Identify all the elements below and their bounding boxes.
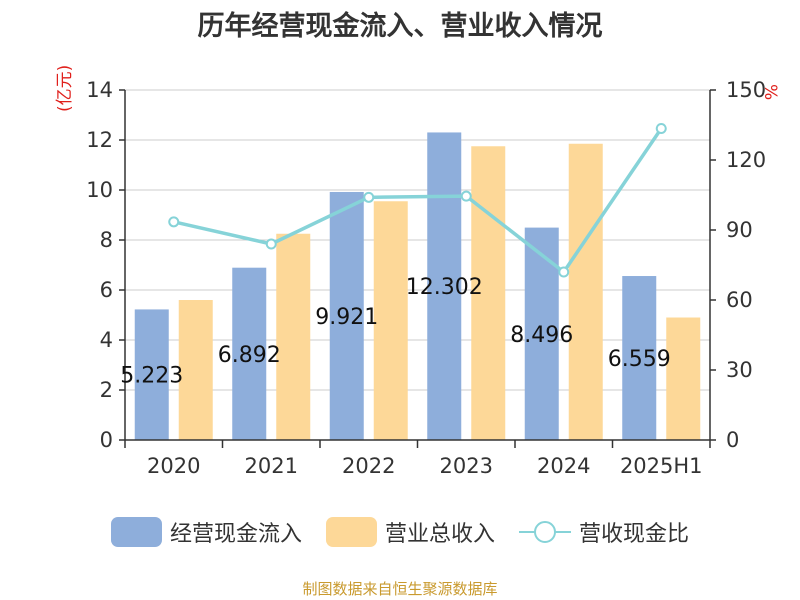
ratio-line bbox=[168, 123, 667, 278]
legend: 经营现金流入 营业总收入 营收现金比 bbox=[0, 516, 800, 548]
left-tick-label: 10 bbox=[86, 178, 113, 202]
revenue-bar bbox=[178, 300, 213, 440]
cash-inflow-value-label: 5.223 bbox=[120, 364, 183, 389]
ratio-point bbox=[168, 216, 180, 228]
right-tick-label: 90 bbox=[726, 218, 753, 242]
left-tick-label: 12 bbox=[86, 128, 113, 152]
gridlines bbox=[125, 89, 710, 391]
legend-item-cash-inflow[interactable]: 经营现金流入 bbox=[110, 516, 302, 548]
ratio-point bbox=[558, 266, 570, 278]
x-tick-label: 2020 bbox=[147, 454, 200, 478]
x-tick-label: 2021 bbox=[245, 454, 298, 478]
legend-item-ratio[interactable]: 营收现金比 bbox=[519, 516, 689, 548]
cash-inflow-bar bbox=[232, 267, 267, 440]
cash-inflow-bar bbox=[329, 191, 364, 440]
cash-inflow-value-label: 9.921 bbox=[315, 305, 378, 330]
data-source-note: 制图数据来自恒生聚源数据库 bbox=[302, 580, 498, 598]
x-tick-label: 2025H1 bbox=[620, 454, 703, 478]
x-tick-label: 2024 bbox=[537, 454, 590, 478]
ratio-point bbox=[363, 191, 375, 203]
x-tick-label: 2023 bbox=[440, 454, 493, 478]
cash-inflow-bar bbox=[622, 276, 657, 440]
revenue-bar bbox=[471, 146, 506, 440]
ratio-point bbox=[460, 190, 472, 202]
revenue-bar bbox=[373, 201, 408, 440]
cash-inflow-bar bbox=[427, 132, 462, 440]
revenue-bar bbox=[276, 233, 311, 440]
right-tick-label: 150 bbox=[726, 78, 766, 102]
cash-inflow-value-label: 6.892 bbox=[218, 343, 281, 368]
legend-label: 营收现金比 bbox=[579, 522, 690, 547]
ratio-line-path bbox=[173, 127, 663, 274]
left-tick-label: 6 bbox=[100, 278, 113, 302]
right-tick-label: 120 bbox=[726, 148, 766, 172]
revenue-swatch bbox=[325, 517, 377, 547]
right-tick-label: 0 bbox=[726, 428, 739, 452]
cash-inflow-bar bbox=[134, 309, 169, 440]
right-tick-label: 60 bbox=[726, 288, 753, 312]
revenue-bar bbox=[568, 143, 603, 440]
cash-inflow-value-label: 8.496 bbox=[510, 323, 573, 348]
x-tick-label: 2022 bbox=[342, 454, 395, 478]
legend-label: 经营现金流入 bbox=[169, 522, 302, 547]
left-tick-label: 14 bbox=[86, 78, 113, 102]
bars bbox=[134, 132, 701, 440]
ratio-point bbox=[655, 123, 667, 134]
ratio-line-swatch bbox=[519, 517, 571, 547]
left-tick-label: 4 bbox=[100, 328, 113, 352]
left-tick-label: 0 bbox=[100, 428, 113, 452]
legend-label: 营业总收入 bbox=[384, 522, 495, 547]
bar-value-labels: 5.223 6.892 9.921 12.302 8.496 6.559 bbox=[120, 275, 670, 388]
axes: 0 2 4 6 8 10 12 14 0 30 60 90 120 150 2020 2021 2022 2023… bbox=[86, 78, 766, 478]
cash-inflow-swatch bbox=[110, 517, 162, 547]
revenue-bar bbox=[666, 317, 701, 440]
left-tick-label: 2 bbox=[100, 378, 113, 402]
right-tick-label: 30 bbox=[726, 358, 753, 382]
cash-inflow-value-label: 12.302 bbox=[406, 275, 483, 300]
legend-item-revenue[interactable]: 营业总收入 bbox=[325, 516, 495, 548]
chart-title: 历年经营现金流入、营业收入情况 bbox=[197, 11, 603, 42]
left-tick-label: 8 bbox=[100, 228, 113, 252]
cash-inflow-value-label: 6.559 bbox=[608, 347, 671, 372]
ratio-point bbox=[265, 238, 277, 250]
